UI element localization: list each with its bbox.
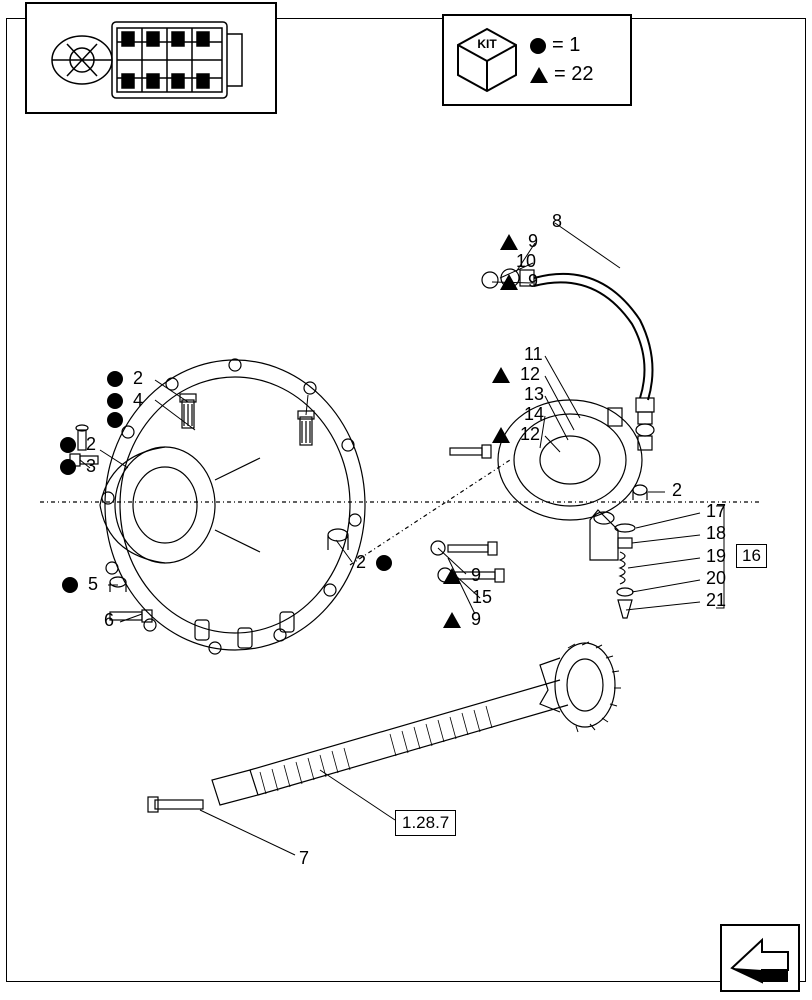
- callout-9c: 9: [443, 565, 485, 586]
- dot-icon: [107, 393, 123, 409]
- callout-4: 4: [107, 390, 147, 411]
- triangle-icon: [443, 568, 461, 584]
- dot-icon: [107, 371, 123, 387]
- dot-icon: [60, 459, 76, 475]
- sub-assembly-ref: 1.28.7: [395, 810, 456, 836]
- callout-7: 7: [295, 848, 313, 869]
- callout-2a: 2: [107, 368, 147, 389]
- exploded-diagram: [0, 0, 812, 1000]
- triangle-icon: [500, 234, 518, 250]
- callout-5: 5: [62, 574, 102, 595]
- triangle-icon: [492, 367, 510, 383]
- triangle-icon: [492, 427, 510, 443]
- callout-9a: 9: [500, 231, 542, 252]
- callout-8: 8: [548, 211, 566, 232]
- callout-dot-blank: [107, 412, 129, 428]
- callout-21: 21: [702, 590, 730, 611]
- callout-2c: 2: [352, 552, 392, 573]
- callout-9b: 9: [500, 271, 542, 292]
- dot-icon: [60, 437, 76, 453]
- callout-11: 11: [520, 344, 547, 365]
- callout-17: 17: [702, 501, 730, 522]
- callout-15: 15: [468, 587, 496, 608]
- callout-20: 20: [702, 568, 730, 589]
- back-nav-icon[interactable]: [720, 924, 800, 992]
- callout-2d: 2: [668, 480, 686, 501]
- callout-9d: 9: [443, 609, 485, 630]
- callout-14: 14: [520, 404, 548, 425]
- callout-19: 19: [702, 546, 730, 567]
- callout-13: 13: [520, 384, 548, 405]
- callout-18: 18: [702, 523, 730, 544]
- triangle-icon: [443, 612, 461, 628]
- dot-icon: [376, 555, 392, 571]
- triangle-icon: [500, 274, 518, 290]
- dot-icon: [107, 412, 123, 428]
- callout-2b: 2: [60, 434, 100, 455]
- dot-icon: [62, 577, 78, 593]
- callout-6: 6: [100, 610, 118, 631]
- callout-16: 16: [732, 544, 767, 568]
- callout-3: 3: [60, 456, 100, 477]
- callout-12a: 12: [492, 364, 544, 385]
- callout-10: 10: [512, 251, 540, 272]
- callout-12b: 12: [492, 424, 544, 445]
